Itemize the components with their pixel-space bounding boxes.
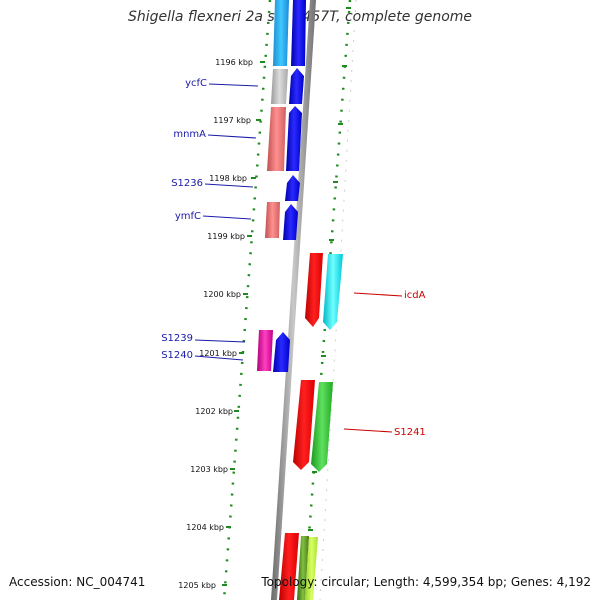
gene-feature[interactable] <box>311 382 333 472</box>
gene-feature[interactable] <box>271 69 288 104</box>
gene-feature[interactable] <box>286 106 302 171</box>
kbp-label: 1201 kbp <box>199 349 237 358</box>
gene-feature[interactable] <box>289 68 304 104</box>
kbp-label: 1204 kbp <box>186 523 224 532</box>
kbp-label: 1202 kbp <box>195 407 233 416</box>
gene-feature[interactable] <box>291 0 306 66</box>
left-track-boundary <box>222 0 272 600</box>
kbp-label: 1199 kbp <box>207 232 245 241</box>
gene-feature[interactable] <box>273 0 289 66</box>
label-leader-lines-left <box>194 83 259 361</box>
kbp-label: 1197 kbp <box>213 116 251 125</box>
gene-feature[interactable] <box>297 536 309 600</box>
kbp-label: 1200 kbp <box>203 290 241 299</box>
kbp-ticks-left <box>222 61 265 586</box>
gene-label-S1236[interactable]: S1236 <box>171 178 203 189</box>
gene-feature[interactable] <box>305 253 323 327</box>
right-track-boundary <box>302 0 352 600</box>
kbp-label: 1196 kbp <box>215 58 253 67</box>
gene-label-S1239[interactable]: S1239 <box>161 333 193 344</box>
gene-label-mnmA[interactable]: mnmA <box>173 129 206 140</box>
gene-feature[interactable] <box>285 175 300 201</box>
gene-label-icdA[interactable]: icdA <box>404 290 426 301</box>
gene-feature[interactable] <box>279 533 299 600</box>
gene-label-ycfC[interactable]: ycfC <box>185 78 207 89</box>
label-leader-lines-right <box>343 292 403 433</box>
kbp-label: 1203 kbp <box>190 465 228 474</box>
gene-label-S1240[interactable]: S1240 <box>161 350 193 361</box>
gene-label-ymfC[interactable]: ymfC <box>175 211 201 222</box>
gene-feature[interactable] <box>273 332 290 372</box>
accession-text: Accession: NC_004741 <box>9 575 146 589</box>
genome-axis <box>271 0 316 600</box>
topology-text: Topology: circular; Length: 4,599,354 bp… <box>261 575 591 589</box>
gene-feature[interactable] <box>267 107 286 171</box>
gene-feature[interactable] <box>283 204 298 240</box>
kbp-label: 1198 kbp <box>209 174 247 183</box>
gene-label-S1241[interactable]: S1241 <box>394 427 426 438</box>
gene-feature[interactable] <box>305 537 318 600</box>
kbp-label: 1205 kbp <box>178 581 216 590</box>
gene-feature[interactable] <box>293 380 315 470</box>
gene-feature[interactable] <box>257 330 273 371</box>
gene-feature[interactable] <box>265 202 280 238</box>
gene-feature[interactable] <box>323 254 343 330</box>
